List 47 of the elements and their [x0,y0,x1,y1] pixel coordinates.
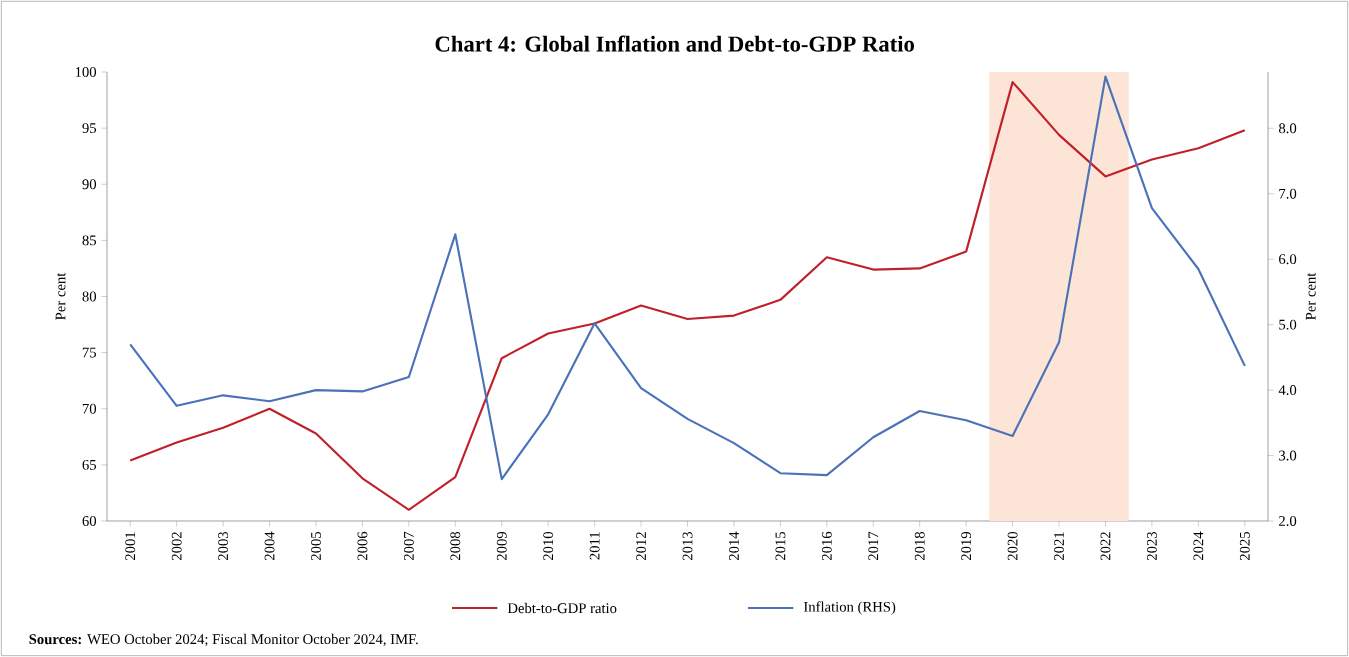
x-tick-label: 2008 [450,531,461,561]
x-tick-label: 2003 [218,531,229,561]
x-tick-label: 2010 [543,531,554,561]
x-tick-label: 2006 [357,531,368,561]
y2-axis-title: Per cent [1305,272,1316,320]
y2-tick-label: 8.0 [1278,123,1297,134]
y-tick-label: 95 [82,123,97,134]
y-tick-label: 90 [82,179,97,190]
y-tick-label: 100 [75,67,97,77]
x-tick-label: 2017 [868,531,879,561]
y-tick-label: 60 [82,516,97,526]
y-tick-label: 80 [82,291,97,302]
text: Sources: WEO October 2024; Fiscal Monitor October 2024, IMF. [29,633,418,647]
x-tick-label: 2014 [729,531,739,561]
chart-title: Chart 4: Global Inflation and Debt-to-GDP Ratio [435,35,915,52]
x-tick-label: 2022 [1100,532,1111,561]
legend-label: Inflation (RHS) [803,601,896,615]
x-tick-label: 2020 [1007,531,1018,561]
y-tick-label: 65 [82,459,97,470]
x-tick-label: 2025 [1239,531,1250,561]
x-tick-label: 2004 [264,531,275,561]
x-tick-label: 2019 [961,532,972,561]
y-tick-label: 70 [82,403,97,414]
x-tick-label: 2005 [311,531,321,561]
x-tick-label: 2007 [403,531,414,561]
x-tick-label: 2023 [1146,531,1157,561]
x-tick-label: 2013 [682,531,693,561]
x-tick-label: 2002 [171,532,182,561]
x-tick-label: 2024 [1193,531,1204,561]
y2-tick-label: 3.0 [1279,450,1297,461]
x-tick-label: 2016 [821,531,832,561]
legend-label: Debt-to-GDP ratio [507,602,617,614]
x-tick-label: 2001 [125,532,136,561]
y-axis-title: Per cent [55,272,66,320]
x-tick-label: 2018 [914,531,925,561]
y2-tick-label: 4.0 [1278,385,1297,396]
y2-tick-label: 6.0 [1279,254,1297,265]
y-tick-label: 85 [82,235,97,246]
x-tick-label: 2011 [589,532,600,560]
y2-tick-label: 5.0 [1279,319,1297,330]
y-tick-label: 75 [82,347,97,358]
x-tick-label: 2015 [775,531,786,561]
y2-tick-label: 2.0 [1279,516,1297,526]
x-tick-label: 2012 [636,532,647,561]
x-tick-label: 2021 [1054,532,1064,561]
x-tick-label: 2009 [496,532,507,561]
y2-tick-label: 7.0 [1279,188,1297,199]
